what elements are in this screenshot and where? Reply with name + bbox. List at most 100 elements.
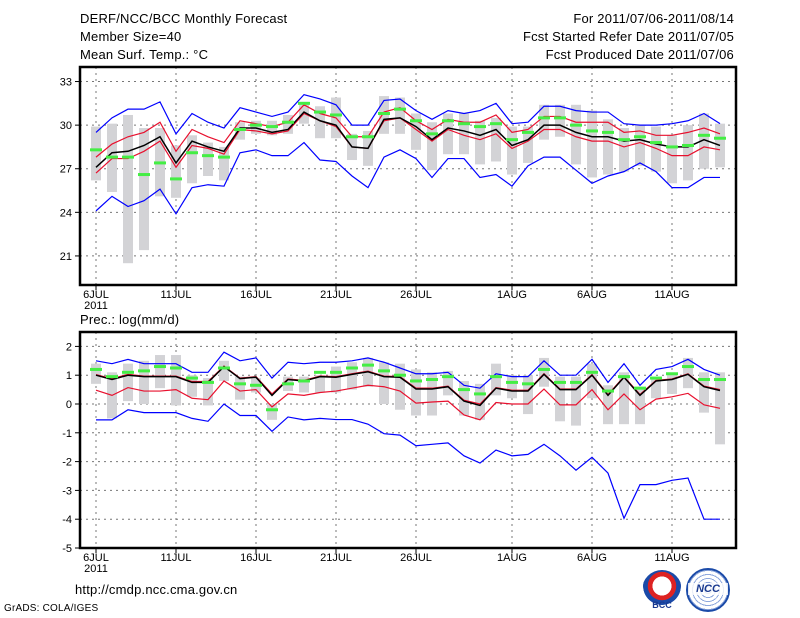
x-tick-label: 26JUL [400,289,432,301]
observed-marker [234,127,246,131]
variable-label: Mean Surf. Temp.: °C [80,47,209,62]
grads-credit: GrADS: COLA/IGES [4,603,99,614]
observed-marker [650,141,662,145]
ensemble-range-bar [123,114,133,264]
observed-marker [554,116,566,120]
x-tick-label: 16JUL [240,552,272,564]
ensemble-range-bar [587,363,597,399]
ensemble-range-bar [619,128,629,172]
ensemble-range-bar [491,363,501,396]
observed-marker [138,369,150,373]
ensemble-range-bar [619,372,629,425]
ensemble-range-bar [427,122,437,171]
ensemble-range-bar [187,135,197,184]
observed-marker [122,155,134,159]
ensemble-range-bar [555,104,565,137]
ensemble-range-bar [475,120,485,165]
observed-marker [410,379,422,383]
ensemble-mean-line [95,365,721,407]
ensemble-range-bar [443,370,453,396]
observed-marker [154,161,166,165]
ensemble-range-bar [683,125,693,181]
observed-marker [682,143,694,147]
precip-panel-title: Prec.: log(mm/d) [80,312,180,327]
observed-marker [586,129,598,133]
observed-marker [538,116,550,120]
ensemble-range-bar [571,104,581,165]
ensemble-range-bar [651,126,661,172]
observed-marker [506,138,518,142]
ensemble-range-bar [331,366,341,393]
ensemble-range-bar [379,362,389,404]
x-tick-label: 1AUG [497,552,527,564]
temperature-panel: 21 24 27 30 33 6JUL 11JUL 16JUL 21JUL 26JUL 1AUG 6A… [60,65,738,312]
observed-marker [266,125,278,129]
x-tick-label: 26JUL [400,552,432,564]
observed-marker [106,155,118,159]
ensemble-range-bar [347,362,357,390]
ensemble-range-bar [603,385,613,425]
ensemble-range-bar [539,357,549,387]
y-tick-label: 27 [60,164,72,176]
plot-frame [78,65,738,287]
observed-marker [474,392,486,396]
x-tick-label: 11AUG [654,552,689,564]
ensemble-range-bar [603,119,613,175]
ensemble-range-bar [411,369,421,416]
ensemble-range-bar [427,372,437,416]
forecast-start-date: Fcst Started Refer Date 2011/07/05 [522,29,734,44]
y-tick-label: 30 [60,120,72,132]
ensemble-range-bar [699,372,709,413]
ensemble-range-bar [491,117,501,162]
website-url[interactable]: http://cmdp.ncc.cma.gov.cn [75,582,238,597]
observed-marker [154,365,166,369]
observed-marker [346,135,358,139]
observed-marker [490,122,502,126]
observed-marker [362,363,374,367]
observed-marker [378,112,390,116]
bcc-logo: BCC [642,570,682,610]
observed-marker [314,370,326,374]
ensemble-range-bar [411,113,421,150]
observed-marker [554,380,566,384]
observed-marker [650,376,662,380]
observed-marker [186,151,198,155]
observed-marker [682,365,694,369]
observed-marker [586,370,598,374]
ensemble-range-bar [203,142,213,176]
observed-marker [426,132,438,136]
ensemble-range-bar [667,373,677,394]
ensemble-mean-line [95,111,721,168]
y-tick-label: 1 [66,370,72,382]
ensemble-range-bar [267,404,277,420]
observed-marker [170,177,182,181]
y-tick-label: -5 [62,543,72,555]
observed-marker [570,123,582,127]
x-tick-label: 11JUL [161,289,192,301]
ensemble-range-bar [635,386,645,425]
ensemble-range-bar [203,378,213,406]
observed-marker [474,125,486,129]
ensemble-range-bar [459,380,469,416]
x-tick-label: 1AUG [497,289,527,301]
ensemble-range-bar [171,145,181,198]
observed-marker [170,366,182,370]
observed-marker [442,119,454,123]
observed-marker [362,135,374,139]
observed-marker [90,148,102,152]
y-tick-label: -3 [62,485,72,497]
x-year-label: 2011 [84,563,108,575]
observed-marker [218,366,230,370]
ensemble-range-bar [459,113,469,155]
observed-marker [250,383,262,387]
x-tick-label: 21JUL [320,552,352,564]
observed-marker [106,375,118,379]
y-tick-label: 0 [66,399,72,411]
observed-marker [442,375,454,379]
x-tick-label: 11AUG [654,289,689,301]
observed-marker [522,130,534,134]
observed-marker [378,369,390,373]
ensemble-range-bar [315,106,325,139]
ensemble-range-bar [139,128,149,251]
